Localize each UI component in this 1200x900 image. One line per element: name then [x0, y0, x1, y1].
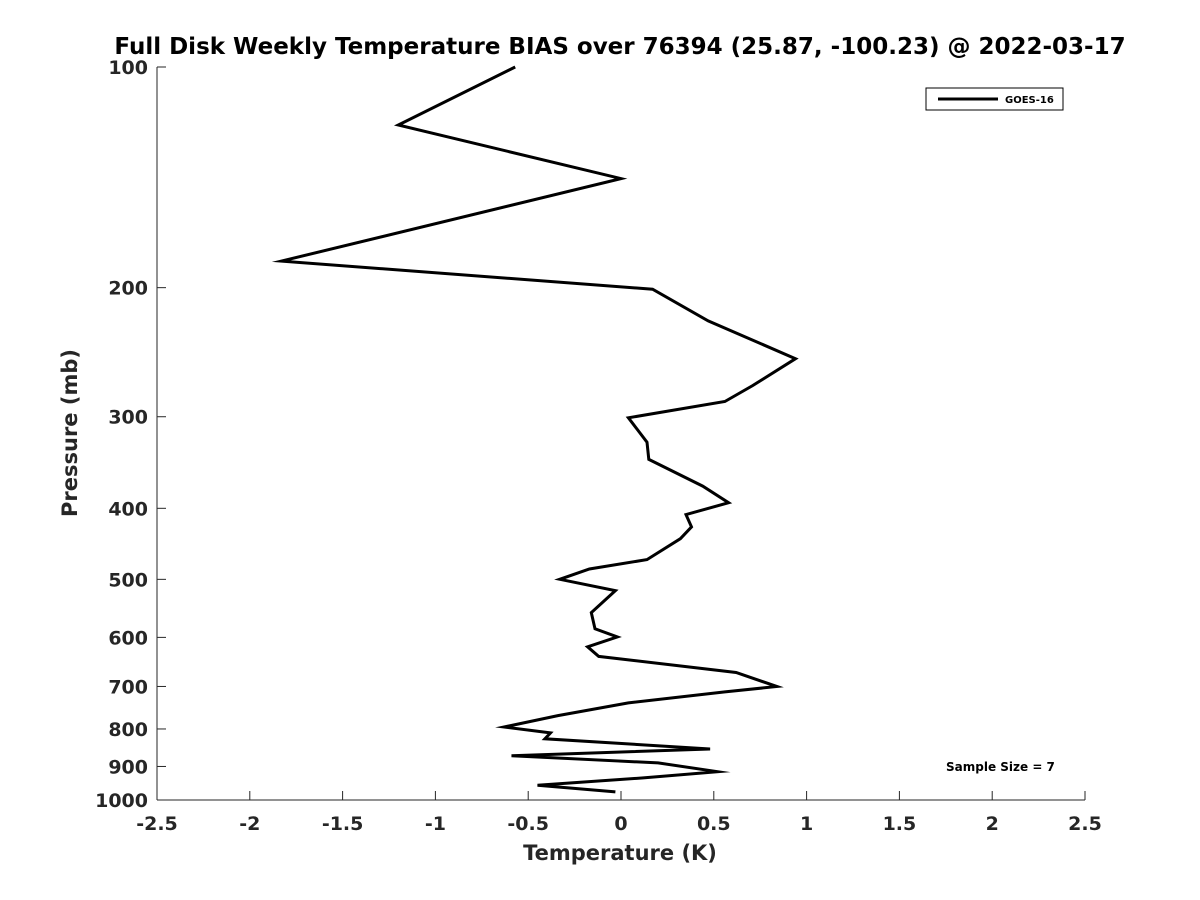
chart-title: Full Disk Weekly Temperature BIAS over 7…	[114, 34, 1125, 60]
x-tick-label: 1.5	[883, 813, 917, 835]
legend-entry-label: GOES-16	[1005, 95, 1054, 106]
x-tick-label: -1.5	[322, 813, 364, 835]
x-tick-label: -2.5	[136, 813, 178, 835]
x-tick-label: -2	[239, 813, 260, 835]
y-tick-label: 200	[108, 278, 148, 300]
sample-size-annotation: Sample Size = 7	[946, 760, 1055, 774]
y-tick-label: 800	[108, 719, 148, 741]
legend: GOES-16	[925, 87, 1064, 111]
y-tick-label: 700	[108, 676, 148, 698]
x-tick-label: 0	[614, 813, 627, 835]
series-line-goes-16	[271, 65, 799, 794]
y-tick-label: 500	[108, 569, 148, 591]
x-axis-label: Temperature (K)	[523, 841, 717, 865]
x-tick-label: 2.5	[1068, 813, 1102, 835]
x-tick-label: -0.5	[507, 813, 549, 835]
y-axis-label: Pressure (mb)	[58, 349, 82, 517]
x-tick-label: -1	[425, 813, 446, 835]
y-tick-label: 300	[108, 407, 148, 429]
y-tick-label: 900	[108, 756, 148, 778]
x-tick-label: 2	[986, 813, 999, 835]
y-tick-label: 1000	[95, 790, 148, 812]
plot-area: -2.5 -2 -1.5 -1 -0.5 0 0.5 1 1.5 2 2.5 100 200 300 400…	[95, 57, 1102, 835]
y-tick-label: 600	[108, 627, 148, 649]
x-tick-label: 1	[800, 813, 813, 835]
x-tick-label: 0.5	[697, 813, 731, 835]
y-tick-label: 100	[108, 57, 148, 79]
y-tick-label: 400	[108, 498, 148, 520]
